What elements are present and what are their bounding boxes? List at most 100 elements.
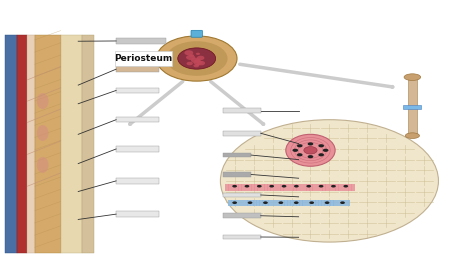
Circle shape	[308, 155, 313, 158]
Bar	[296, 184, 300, 191]
Bar	[251, 184, 255, 191]
Bar	[116, 88, 159, 93]
Bar	[300, 184, 303, 191]
Bar	[261, 184, 264, 191]
Bar	[306, 184, 310, 191]
Circle shape	[178, 48, 216, 69]
Bar	[241, 184, 245, 191]
Circle shape	[297, 153, 302, 156]
Bar	[403, 105, 421, 109]
Bar	[238, 184, 242, 191]
Circle shape	[193, 64, 199, 67]
Bar	[318, 200, 322, 206]
Bar	[408, 79, 417, 134]
Circle shape	[323, 149, 328, 152]
Bar	[312, 184, 316, 191]
Bar	[17, 35, 27, 253]
Bar	[223, 108, 261, 113]
Bar	[290, 200, 294, 206]
Bar	[262, 200, 266, 206]
Circle shape	[263, 201, 268, 204]
Bar	[5, 35, 17, 253]
Bar	[223, 131, 261, 136]
Bar	[316, 184, 319, 191]
Circle shape	[257, 185, 262, 188]
Bar	[116, 211, 159, 217]
Circle shape	[306, 185, 311, 188]
Circle shape	[310, 201, 314, 204]
Bar	[351, 184, 355, 191]
Ellipse shape	[405, 133, 419, 139]
Circle shape	[319, 185, 323, 188]
Circle shape	[187, 62, 193, 65]
Bar	[339, 200, 343, 206]
Circle shape	[297, 144, 302, 147]
Circle shape	[325, 201, 329, 204]
Bar	[338, 184, 342, 191]
Bar	[280, 184, 284, 191]
Circle shape	[232, 201, 237, 204]
Circle shape	[269, 185, 274, 188]
Circle shape	[331, 185, 336, 188]
FancyBboxPatch shape	[115, 51, 172, 66]
Bar	[281, 200, 284, 206]
Circle shape	[193, 60, 202, 65]
Bar	[257, 184, 261, 191]
Bar	[264, 184, 268, 191]
Bar	[321, 200, 325, 206]
Ellipse shape	[286, 134, 335, 166]
Bar	[241, 200, 245, 206]
Circle shape	[245, 185, 249, 188]
Bar	[290, 184, 293, 191]
Bar	[343, 200, 346, 206]
Bar	[259, 200, 263, 206]
Bar	[312, 200, 316, 206]
Circle shape	[319, 153, 324, 156]
Bar	[309, 200, 312, 206]
Bar	[116, 38, 166, 44]
Bar	[277, 184, 281, 191]
Circle shape	[248, 201, 253, 204]
Bar	[315, 200, 319, 206]
Bar	[300, 200, 303, 206]
Circle shape	[191, 58, 201, 63]
Circle shape	[194, 59, 201, 63]
Circle shape	[343, 185, 348, 188]
Bar	[270, 184, 274, 191]
Ellipse shape	[404, 74, 421, 81]
Circle shape	[294, 201, 299, 204]
Circle shape	[156, 36, 237, 81]
Circle shape	[282, 185, 286, 188]
Bar	[235, 200, 238, 206]
Bar	[337, 200, 340, 206]
Bar	[333, 200, 337, 206]
Bar	[225, 184, 229, 191]
Bar	[237, 200, 241, 206]
Ellipse shape	[36, 93, 49, 109]
Bar	[324, 200, 328, 206]
Circle shape	[220, 120, 438, 242]
Circle shape	[195, 63, 200, 66]
Bar	[254, 184, 258, 191]
Bar	[248, 184, 252, 191]
Circle shape	[340, 201, 345, 204]
Bar	[274, 200, 278, 206]
Bar	[253, 200, 257, 206]
Bar	[319, 184, 323, 191]
Bar	[273, 184, 277, 191]
Bar	[283, 184, 287, 191]
Bar	[82, 35, 94, 253]
Bar	[325, 184, 329, 191]
Circle shape	[319, 144, 324, 147]
Bar	[244, 200, 247, 206]
Circle shape	[166, 41, 228, 76]
Circle shape	[186, 55, 195, 60]
Bar	[223, 193, 261, 197]
Text: Periosteum: Periosteum	[114, 54, 173, 63]
Bar	[223, 213, 261, 218]
Bar	[332, 184, 336, 191]
Bar	[267, 184, 271, 191]
Circle shape	[184, 50, 193, 55]
Circle shape	[294, 185, 299, 188]
Circle shape	[279, 201, 283, 204]
